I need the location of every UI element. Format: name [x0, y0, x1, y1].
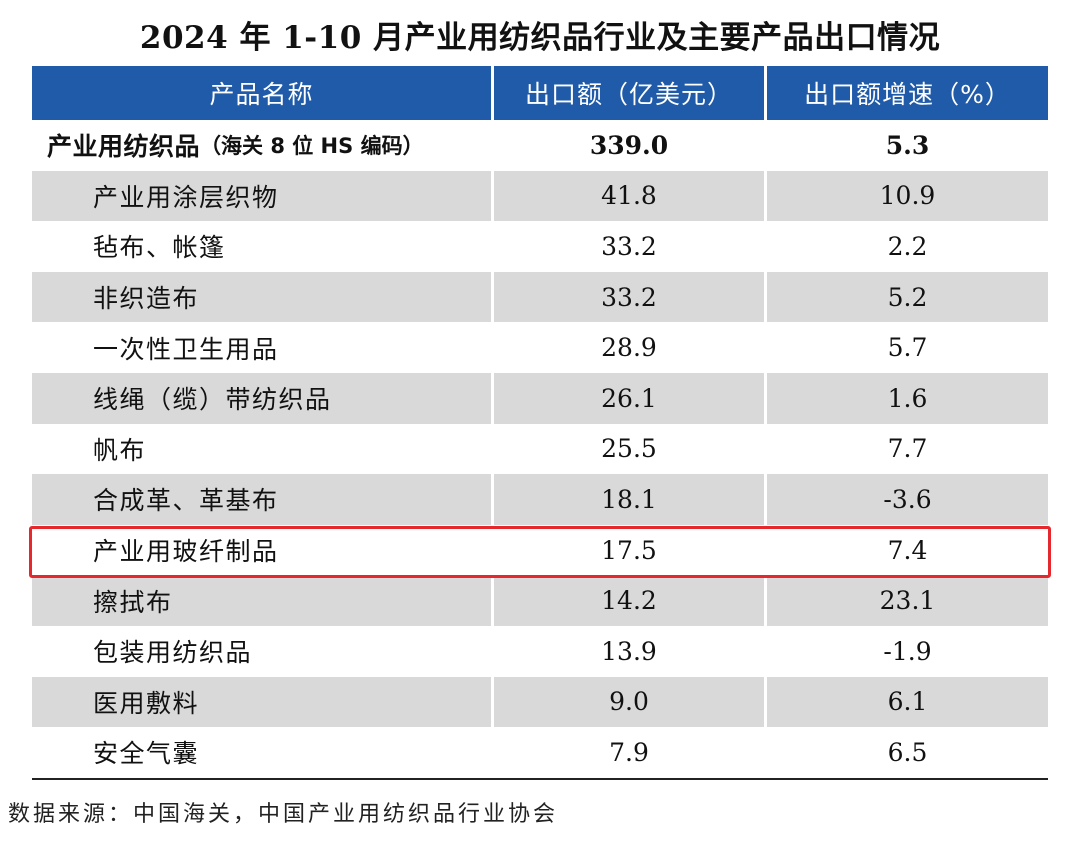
row-product-name: 非织造布: [32, 271, 494, 323]
row-growth: 2.2: [887, 231, 928, 261]
row-growth: 6.1: [767, 676, 1048, 728]
header-product-name: 产品名称: [32, 66, 494, 120]
row-export-value: 9.0: [494, 676, 767, 728]
row-export-value: 28.9: [494, 322, 767, 373]
row-product-name: 包装用纺织品: [32, 625, 494, 677]
total-name: 产业用纺织品 （海关 8 位 HS 编码）: [32, 120, 494, 171]
row-growth: 5.2: [767, 271, 1048, 323]
row-product-name: 安全气囊: [32, 727, 494, 778]
row-export-value: 7.9: [494, 727, 767, 778]
table-header: 产品名称 出口额（亿美元） 出口额增速（%）: [32, 66, 1048, 120]
table-row: 一次性卫生用品 28.9 5.7: [32, 322, 1048, 373]
table-row: 产业用涂层织物 41.8 10.9: [32, 170, 1048, 222]
row-export-value: 33.2: [494, 221, 767, 272]
row-export-value: 41.8: [494, 170, 767, 222]
row-product-name: 合成革、革基布: [32, 474, 494, 525]
row-growth: 7.7: [887, 434, 928, 464]
total-name-main: 产业用纺织品: [47, 132, 201, 162]
table-row: 产业用玻纤制品 17.5 7.4: [32, 524, 1048, 576]
table-body: 产业用涂层织物 41.8 10.9 毡布、帐篷 33.2 2.2 非织造布 33.2 5.2 一次…: [32, 170, 1048, 778]
row-growth: 5.7: [887, 333, 928, 363]
table-row-total: 产业用纺织品 （海关 8 位 HS 编码） 339.0 5.3: [32, 120, 1048, 171]
table-row: 安全气囊 7.9 6.5: [32, 727, 1048, 778]
row-export-value: 14.2: [494, 575, 767, 626]
row-growth: -3.6: [767, 474, 1048, 525]
row-export-value: 26.1: [494, 372, 767, 424]
table-row: 非织造布 33.2 5.2: [32, 271, 1048, 323]
source-note: 数据来源：中国海关，中国产业用纺织品行业协会: [8, 802, 559, 827]
row-export-value: 18.1: [494, 474, 767, 525]
table-bottom-rule: [32, 777, 1048, 780]
table-row: 毡布、帐篷 33.2 2.2: [32, 221, 1048, 272]
row-growth: -1.9: [883, 636, 932, 666]
row-product-name: 医用敷料: [32, 676, 494, 728]
total-export-value: 339.0: [494, 120, 767, 171]
row-product-name: 帆布: [32, 423, 494, 475]
header-growth: 出口额增速（%）: [767, 66, 1048, 120]
table-row: 线绳（缆）带纺织品 26.1 1.6: [32, 372, 1048, 424]
table-row: 包装用纺织品 13.9 -1.9: [32, 625, 1048, 677]
header-export-value: 出口额（亿美元）: [494, 66, 767, 120]
row-growth: 6.5: [887, 737, 928, 767]
page-title: 2024 年 1-10 月产业用纺织品行业及主要产品出口情况: [139, 20, 941, 56]
row-product-name: 线绳（缆）带纺织品: [32, 372, 494, 424]
row-growth: 23.1: [767, 575, 1048, 626]
row-product-name: 一次性卫生用品: [32, 322, 494, 373]
row-export-value: 17.5: [494, 524, 767, 576]
table-row: 擦拭布 14.2 23.1: [32, 575, 1048, 626]
row-product-name: 产业用玻纤制品: [32, 524, 494, 576]
row-export-value: 33.2: [494, 271, 767, 323]
row-product-name: 毡布、帐篷: [32, 221, 494, 272]
row-growth: 10.9: [767, 170, 1048, 222]
row-growth: 7.4: [887, 535, 928, 565]
row-export-value: 25.5: [494, 423, 767, 475]
table-row: 医用敷料 9.0 6.1: [32, 676, 1048, 728]
row-growth: 1.6: [767, 372, 1048, 424]
table-row: 帆布 25.5 7.7: [32, 423, 1048, 475]
table-row: 合成革、革基布 18.1 -3.6: [32, 474, 1048, 525]
total-growth: 5.3: [885, 130, 930, 160]
row-product-name: 擦拭布: [32, 575, 494, 626]
total-name-paren: （海关 8 位 HS 编码）: [200, 134, 424, 159]
row-export-value: 13.9: [494, 625, 767, 677]
row-product-name: 产业用涂层织物: [32, 170, 494, 222]
export-table: 产品名称 出口额（亿美元） 出口额增速（%） 产业用纺织品 （海关 8 位 HS …: [32, 66, 1048, 780]
